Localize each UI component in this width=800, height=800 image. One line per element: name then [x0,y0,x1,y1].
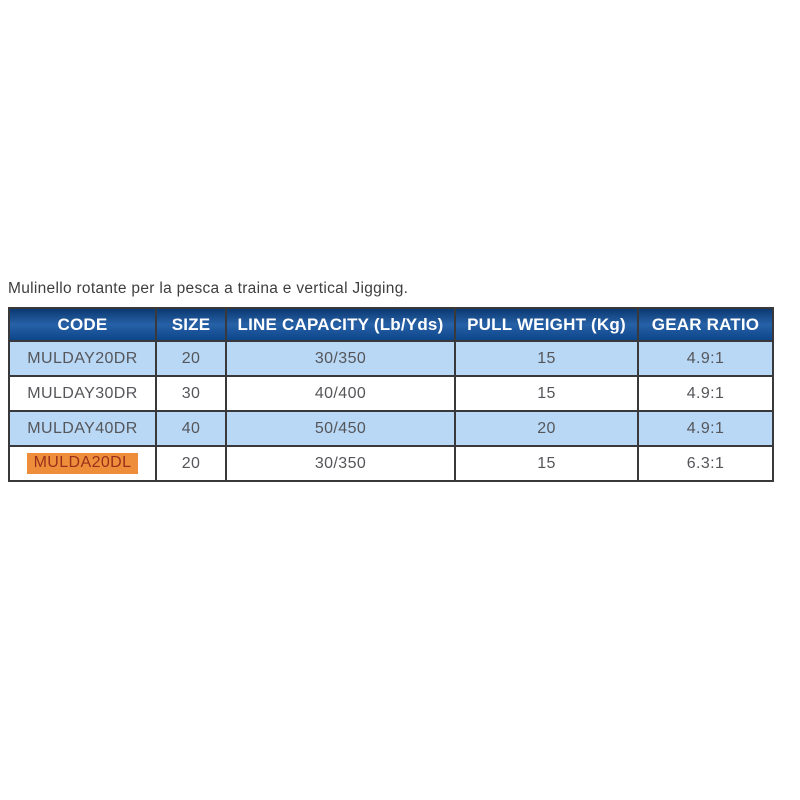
spec-table: CODE SIZE LINE CAPACITY (Lb/Yds) PULL WE… [8,307,774,482]
cell-pull-weight: 15 [454,340,639,377]
cell-code: MULDA20DL [8,445,157,482]
product-spec-section: Mulinello rotante per la pesca a traina … [8,280,774,482]
cell-line-capacity: 30/350 [225,445,456,482]
cell-pull-weight: 15 [454,445,639,482]
col-header-code: CODE [8,307,157,342]
col-header-gear-ratio: GEAR RATIO [637,307,774,342]
cell-line-capacity: 50/450 [225,410,456,447]
table-header-row: CODE SIZE LINE CAPACITY (Lb/Yds) PULL WE… [8,307,774,342]
cell-code: MULDAY30DR [8,375,157,412]
cell-line-capacity: 30/350 [225,340,456,377]
product-description: Mulinello rotante per la pesca a traina … [8,280,409,297]
table-row: MULDAY30DR 30 40/400 15 4.9:1 [8,375,774,412]
cell-size: 40 [155,410,227,447]
cell-pull-weight: 20 [454,410,639,447]
cell-gear-ratio: 4.9:1 [637,375,774,412]
table-row: MULDAY40DR 40 50/450 20 4.9:1 [8,410,774,447]
cell-size: 30 [155,375,227,412]
cell-gear-ratio: 6.3:1 [637,445,774,482]
cell-gear-ratio: 4.9:1 [637,410,774,447]
cell-code: MULDAY20DR [8,340,157,377]
table-row: MULDA20DL 20 30/350 15 6.3:1 [8,445,774,482]
col-header-size: SIZE [155,307,227,342]
cell-gear-ratio: 4.9:1 [637,340,774,377]
highlighted-code-badge: MULDA20DL [26,453,139,474]
table-row: MULDAY20DR 20 30/350 15 4.9:1 [8,340,774,377]
col-header-line-capacity: LINE CAPACITY (Lb/Yds) [225,307,456,342]
cell-code: MULDAY40DR [8,410,157,447]
cell-line-capacity: 40/400 [225,375,456,412]
col-header-pull-weight: PULL WEIGHT (Kg) [454,307,639,342]
cell-size: 20 [155,340,227,377]
cell-size: 20 [155,445,227,482]
cell-pull-weight: 15 [454,375,639,412]
